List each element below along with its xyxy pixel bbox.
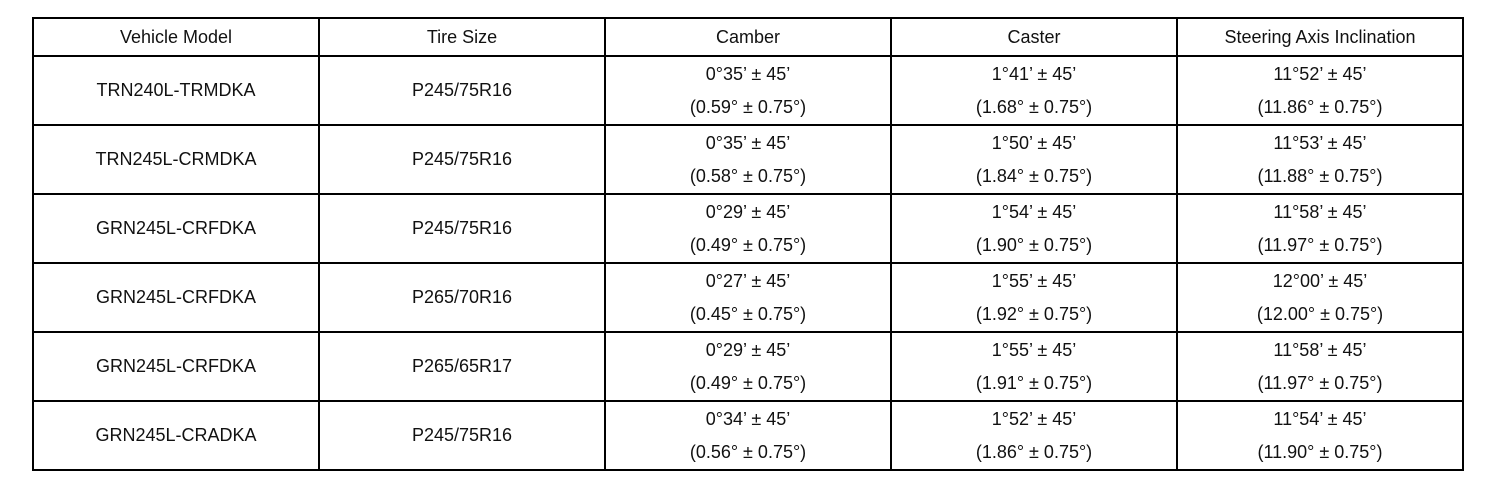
cell-line: (0.58° ± 0.75°) <box>689 165 807 186</box>
cell-line: (11.88° ± 0.75°) <box>1257 165 1383 186</box>
table-row: TRN240L-TRMDKA P245/75R16 0°35’ ± 45’ (0.59… <box>32 55 1464 126</box>
table-cell: 11°58’ ± 45’ (11.97° ± 0.75°) <box>1176 193 1464 264</box>
cell-line: (0.59° ± 0.75°) <box>689 96 807 117</box>
cell-line: 11°58’ ± 45’ <box>1273 339 1367 360</box>
cell-line: 0°35’ ± 45’ <box>705 63 791 84</box>
table-cell: 12°00’ ± 45’ (12.00° ± 0.75°) <box>1176 262 1464 333</box>
cell-line: 12°00’ ± 45’ <box>1272 270 1368 291</box>
table-cell: TRN245L-CRMDKA <box>32 124 320 195</box>
table-cell: P265/65R17 <box>318 331 606 402</box>
cell-line: 11°52’ ± 45’ <box>1273 63 1367 84</box>
table-cell: P265/70R16 <box>318 262 606 333</box>
header-cell: Tire Size <box>318 17 606 57</box>
table-row: TRN245L-CRMDKA P245/75R16 0°35’ ± 45’ (0.58… <box>32 124 1464 195</box>
table-cell: 1°55’ ± 45’ (1.91° ± 0.75°) <box>890 331 1178 402</box>
cell-line: 1°54’ ± 45’ <box>991 201 1077 222</box>
cell-line: 11°58’ ± 45’ <box>1273 201 1367 222</box>
cell-line: 11°54’ ± 45’ <box>1273 408 1367 429</box>
table-row: GRN245L-CRFDKA P265/65R17 0°29’ ± 45’ (0.49… <box>32 331 1464 402</box>
cell-line: (11.90° ± 0.75°) <box>1257 441 1383 462</box>
cell-line: 1°50’ ± 45’ <box>991 132 1077 153</box>
cell-line: 0°35’ ± 45’ <box>705 132 791 153</box>
table-cell: TRN240L-TRMDKA <box>32 55 320 126</box>
cell-line: 1°55’ ± 45’ <box>991 339 1077 360</box>
cell-line: 1°52’ ± 45’ <box>991 408 1077 429</box>
cell-line: (1.92° ± 0.75°) <box>975 303 1093 324</box>
cell-line: (11.97° ± 0.75°) <box>1257 234 1383 255</box>
cell-line: (1.91° ± 0.75°) <box>975 372 1093 393</box>
table-cell: 11°58’ ± 45’ (11.97° ± 0.75°) <box>1176 331 1464 402</box>
cell-line: (11.86° ± 0.75°) <box>1257 96 1383 117</box>
cell-line: (1.84° ± 0.75°) <box>975 165 1093 186</box>
table-row: GRN245L-CRFDKA P245/75R16 0°29’ ± 45’ (0.49… <box>32 193 1464 264</box>
cell-line: (1.68° ± 0.75°) <box>975 96 1093 117</box>
table-cell: P245/75R16 <box>318 55 606 126</box>
table-cell: GRN245L-CRFDKA <box>32 331 320 402</box>
table-cell: P245/75R16 <box>318 193 606 264</box>
table-cell: 0°35’ ± 45’ (0.58° ± 0.75°) <box>604 124 892 195</box>
cell-line: 0°29’ ± 45’ <box>705 339 791 360</box>
table-cell: 1°50’ ± 45’ (1.84° ± 0.75°) <box>890 124 1178 195</box>
header-cell: Vehicle Model <box>32 17 320 57</box>
header-cell: Caster <box>890 17 1178 57</box>
table-cell: 11°52’ ± 45’ (11.86° ± 0.75°) <box>1176 55 1464 126</box>
cell-line: (0.56° ± 0.75°) <box>689 441 807 462</box>
table-cell: 0°35’ ± 45’ (0.59° ± 0.75°) <box>604 55 892 126</box>
cell-line: (0.45° ± 0.75°) <box>689 303 807 324</box>
table-cell: 1°52’ ± 45’ (1.86° ± 0.75°) <box>890 400 1178 471</box>
table-cell: 1°54’ ± 45’ (1.90° ± 0.75°) <box>890 193 1178 264</box>
alignment-table: Vehicle Model Tire Size Camber Caster Steeri… <box>32 17 1464 471</box>
cell-line: 1°55’ ± 45’ <box>991 270 1077 291</box>
cell-line: (11.97° ± 0.75°) <box>1257 372 1383 393</box>
header-cell: Camber <box>604 17 892 57</box>
table-cell: 0°29’ ± 45’ (0.49° ± 0.75°) <box>604 331 892 402</box>
cell-line: (1.86° ± 0.75°) <box>975 441 1093 462</box>
table-cell: 0°27’ ± 45’ (0.45° ± 0.75°) <box>604 262 892 333</box>
table-cell: P245/75R16 <box>318 400 606 471</box>
table-cell: 0°34’ ± 45’ (0.56° ± 0.75°) <box>604 400 892 471</box>
cell-line: 0°27’ ± 45’ <box>705 270 791 291</box>
table-cell: P245/75R16 <box>318 124 606 195</box>
cell-line: (0.49° ± 0.75°) <box>689 234 807 255</box>
cell-line: 11°53’ ± 45’ <box>1273 132 1367 153</box>
cell-line: (12.00° ± 0.75°) <box>1256 303 1384 324</box>
cell-line: (1.90° ± 0.75°) <box>975 234 1093 255</box>
cell-line: 0°29’ ± 45’ <box>705 201 791 222</box>
table-cell: GRN245L-CRFDKA <box>32 193 320 264</box>
table-cell: 11°54’ ± 45’ (11.90° ± 0.75°) <box>1176 400 1464 471</box>
cell-line: 0°34’ ± 45’ <box>705 408 791 429</box>
table-cell: 1°41’ ± 45’ (1.68° ± 0.75°) <box>890 55 1178 126</box>
header-cell: Steering Axis Inclination <box>1176 17 1464 57</box>
table-cell: GRN245L-CRADKA <box>32 400 320 471</box>
cell-line: (0.49° ± 0.75°) <box>689 372 807 393</box>
table-cell: GRN245L-CRFDKA <box>32 262 320 333</box>
table-row: GRN245L-CRADKA P245/75R16 0°34’ ± 45’ (0.56… <box>32 400 1464 471</box>
cell-line: 1°41’ ± 45’ <box>991 63 1077 84</box>
header-row: Vehicle Model Tire Size Camber Caster Steeri… <box>32 17 1464 57</box>
table-cell: 0°29’ ± 45’ (0.49° ± 0.75°) <box>604 193 892 264</box>
table-cell: 1°55’ ± 45’ (1.92° ± 0.75°) <box>890 262 1178 333</box>
table-cell: 11°53’ ± 45’ (11.88° ± 0.75°) <box>1176 124 1464 195</box>
table-container: Vehicle Model Tire Size Camber Caster Steeri… <box>32 17 1464 471</box>
table-body: TRN240L-TRMDKA P245/75R16 0°35’ ± 45’ (0.59… <box>32 55 1464 471</box>
table-row: GRN245L-CRFDKA P265/70R16 0°27’ ± 45’ (0.45… <box>32 262 1464 333</box>
